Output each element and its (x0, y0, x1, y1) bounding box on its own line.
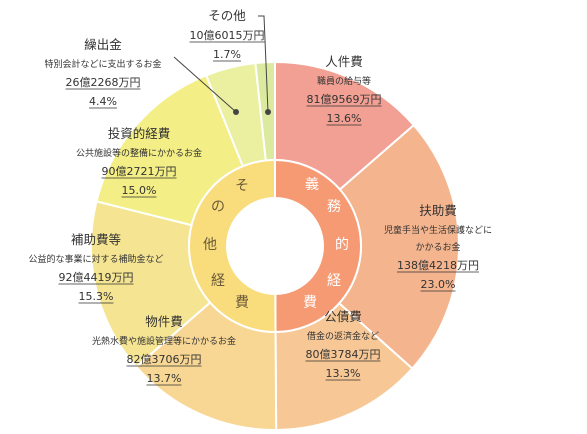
leader-line-kuridashi (173, 56, 237, 113)
slice-percent: 1.7% (213, 48, 241, 61)
group-label-char-other: そ (235, 178, 249, 194)
slice-amount: 10億6015万円 (190, 29, 265, 42)
leader-dot-kuridashi (233, 109, 239, 115)
group-arc-duty (274, 158, 362, 334)
slice-percent: 13.3% (326, 367, 361, 380)
slice-percent: 13.6% (327, 112, 362, 125)
slice-name: その他 (208, 8, 246, 23)
group-label-char-other: 経 (211, 273, 225, 289)
slice-description: 公益的な事業に対する補助金など (28, 253, 163, 265)
group-label-char-duty: 義 (305, 176, 319, 193)
slice-amount: 80億3784万円 (306, 348, 381, 361)
group-label-char-duty: 経 (327, 273, 341, 289)
slice-percent: 23.0% (421, 278, 456, 291)
slice-description: 職員の給与等 (317, 75, 371, 87)
slice-name: 公債費 (324, 309, 362, 324)
inner-ring (187, 158, 362, 334)
slice-description: かかるお金 (415, 241, 460, 253)
slice-name: 補助費等 (71, 232, 121, 247)
leader-dot-sonota (265, 109, 271, 115)
slice-name: 人件費 (325, 54, 363, 69)
slice-amount: 82億3706万円 (127, 353, 202, 366)
slice-description: 公共施設等の整備にかかるお金 (76, 147, 202, 159)
leader-line-sonota (258, 15, 269, 113)
group-label-char-other: の (211, 199, 225, 215)
slice-amount: 138億4218万円 (397, 259, 479, 272)
slice-amount: 81億9569万円 (307, 93, 382, 106)
group-arc-other (187, 158, 277, 333)
slice-name: 投資的経費 (108, 126, 171, 141)
slice-description: 特別会計などに支出するお金 (44, 58, 161, 70)
slice-name: 繰出金 (84, 37, 122, 52)
group-label-char-other: 費 (235, 295, 249, 311)
slice-percent: 15.3% (79, 290, 114, 303)
group-label-char-duty: 費 (303, 295, 317, 311)
leader-lines (173, 15, 271, 115)
slice-amount: 90億2721万円 (102, 165, 177, 178)
slice-percent: 15.0% (122, 184, 157, 197)
slice-name: 扶助費 (419, 203, 457, 218)
group-label-char-duty: 務 (327, 199, 341, 215)
slice-description: 児童手当や生活保護などに (384, 224, 492, 236)
slice-description: 借金の返済金など (307, 330, 379, 342)
slice-description: 光熱水費や施設管理等にかかるお金 (92, 335, 236, 347)
group-label-char-duty: 的 (335, 237, 349, 253)
slice-amount: 92億4419万円 (59, 271, 134, 284)
outer-ring (90, 60, 460, 432)
slice-percent: 13.7% (147, 372, 182, 385)
slice-percent: 4.4% (89, 95, 117, 108)
slice-amount: 26億2268万円 (66, 76, 141, 89)
slice-name: 物件費 (145, 314, 183, 329)
group-label-char-other: 他 (203, 237, 217, 253)
